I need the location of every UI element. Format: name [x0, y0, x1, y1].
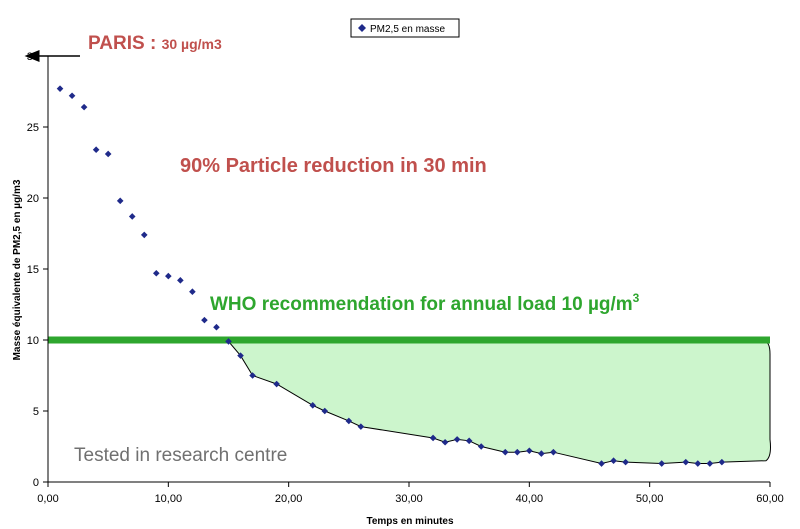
data-point — [165, 272, 172, 280]
y-tick-label: 10 — [27, 335, 39, 347]
data-point — [177, 277, 184, 284]
y-tick-label: 0 — [33, 477, 39, 489]
data-point — [610, 457, 617, 464]
data-point — [116, 197, 124, 205]
x-axis-title: Temps en minutes — [366, 516, 453, 527]
x-tick-label: 40,00 — [516, 493, 544, 505]
legend-marker — [358, 24, 366, 32]
data-point — [357, 423, 365, 430]
data-point — [501, 448, 509, 456]
x-tick-label: 50,00 — [636, 493, 664, 505]
data-point — [345, 417, 353, 425]
x-ticks: 0,00 10,00 20,00 30,00 40,00 50,00 60,00 — [37, 482, 784, 505]
data-point — [694, 460, 702, 467]
data-point — [514, 448, 521, 456]
data-point — [237, 352, 244, 359]
data-point — [550, 448, 557, 456]
data-point — [321, 407, 329, 415]
data-point — [538, 450, 545, 457]
x-tick-label: 0,00 — [37, 493, 58, 505]
x-tick-label: 20,00 — [275, 493, 303, 505]
data-point — [429, 434, 437, 442]
y-ticks: 0 5 10 15 20 25 30 — [27, 51, 48, 489]
legend-label: PM2,5 en masse — [370, 24, 445, 35]
y-tick-label: 30 — [27, 51, 39, 63]
data-point — [718, 458, 726, 466]
x-tick-label: 10,00 — [155, 493, 183, 505]
y-axis-title: Masse équivalente de PM2,5 en µg/m3 — [12, 179, 23, 360]
data-point — [622, 458, 629, 466]
data-point — [465, 437, 473, 445]
data-point — [682, 458, 690, 466]
x-tick-label: 30,00 — [395, 493, 423, 505]
data-point — [225, 338, 232, 345]
data-point — [526, 447, 533, 455]
data-points — [56, 85, 726, 467]
data-point — [598, 460, 605, 467]
data-point — [201, 316, 208, 324]
legend-box — [350, 18, 460, 38]
data-point — [56, 85, 64, 92]
y-tick-label: 25 — [27, 122, 39, 134]
data-point — [249, 372, 256, 379]
tested-annotation: Tested in research centre — [74, 445, 287, 466]
data-point — [80, 103, 88, 111]
data-point — [128, 213, 136, 220]
data-point — [706, 460, 714, 467]
y-tick-label: 5 — [33, 406, 39, 418]
data-point — [104, 150, 112, 158]
data-point — [189, 288, 196, 296]
reduction-area — [228, 340, 771, 465]
data-point — [68, 92, 76, 100]
data-point — [477, 443, 485, 450]
y-tick-label: 20 — [27, 193, 39, 205]
data-point — [92, 146, 100, 154]
x-tick-label: 60,00 — [756, 493, 784, 505]
paris-annotation: PARIS : 30 µg/m3 — [88, 33, 222, 54]
data-point — [140, 231, 148, 239]
data-point — [309, 402, 317, 409]
legend: PM2,5 en masse — [350, 18, 460, 38]
data-point — [441, 438, 449, 446]
data-point — [213, 323, 220, 331]
data-point — [453, 436, 461, 443]
y-tick-label: 15 — [27, 264, 39, 276]
data-point — [153, 269, 160, 277]
who-annotation: WHO recommendation for annual load 10 µg… — [210, 291, 640, 315]
data-point — [658, 460, 665, 467]
reduction-annotation: 90% Particle reduction in 30 min — [180, 155, 487, 177]
data-point — [273, 380, 280, 388]
